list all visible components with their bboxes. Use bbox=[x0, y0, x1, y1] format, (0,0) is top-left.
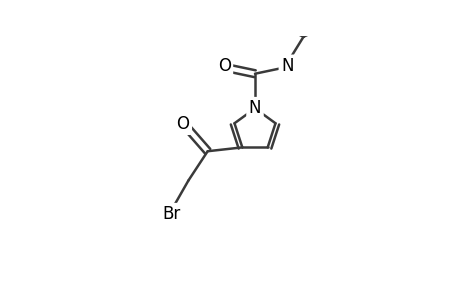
Text: O: O bbox=[176, 115, 189, 133]
Text: N: N bbox=[280, 57, 293, 75]
Text: Br: Br bbox=[162, 206, 180, 224]
Text: O: O bbox=[217, 57, 230, 75]
Text: N: N bbox=[248, 99, 261, 117]
